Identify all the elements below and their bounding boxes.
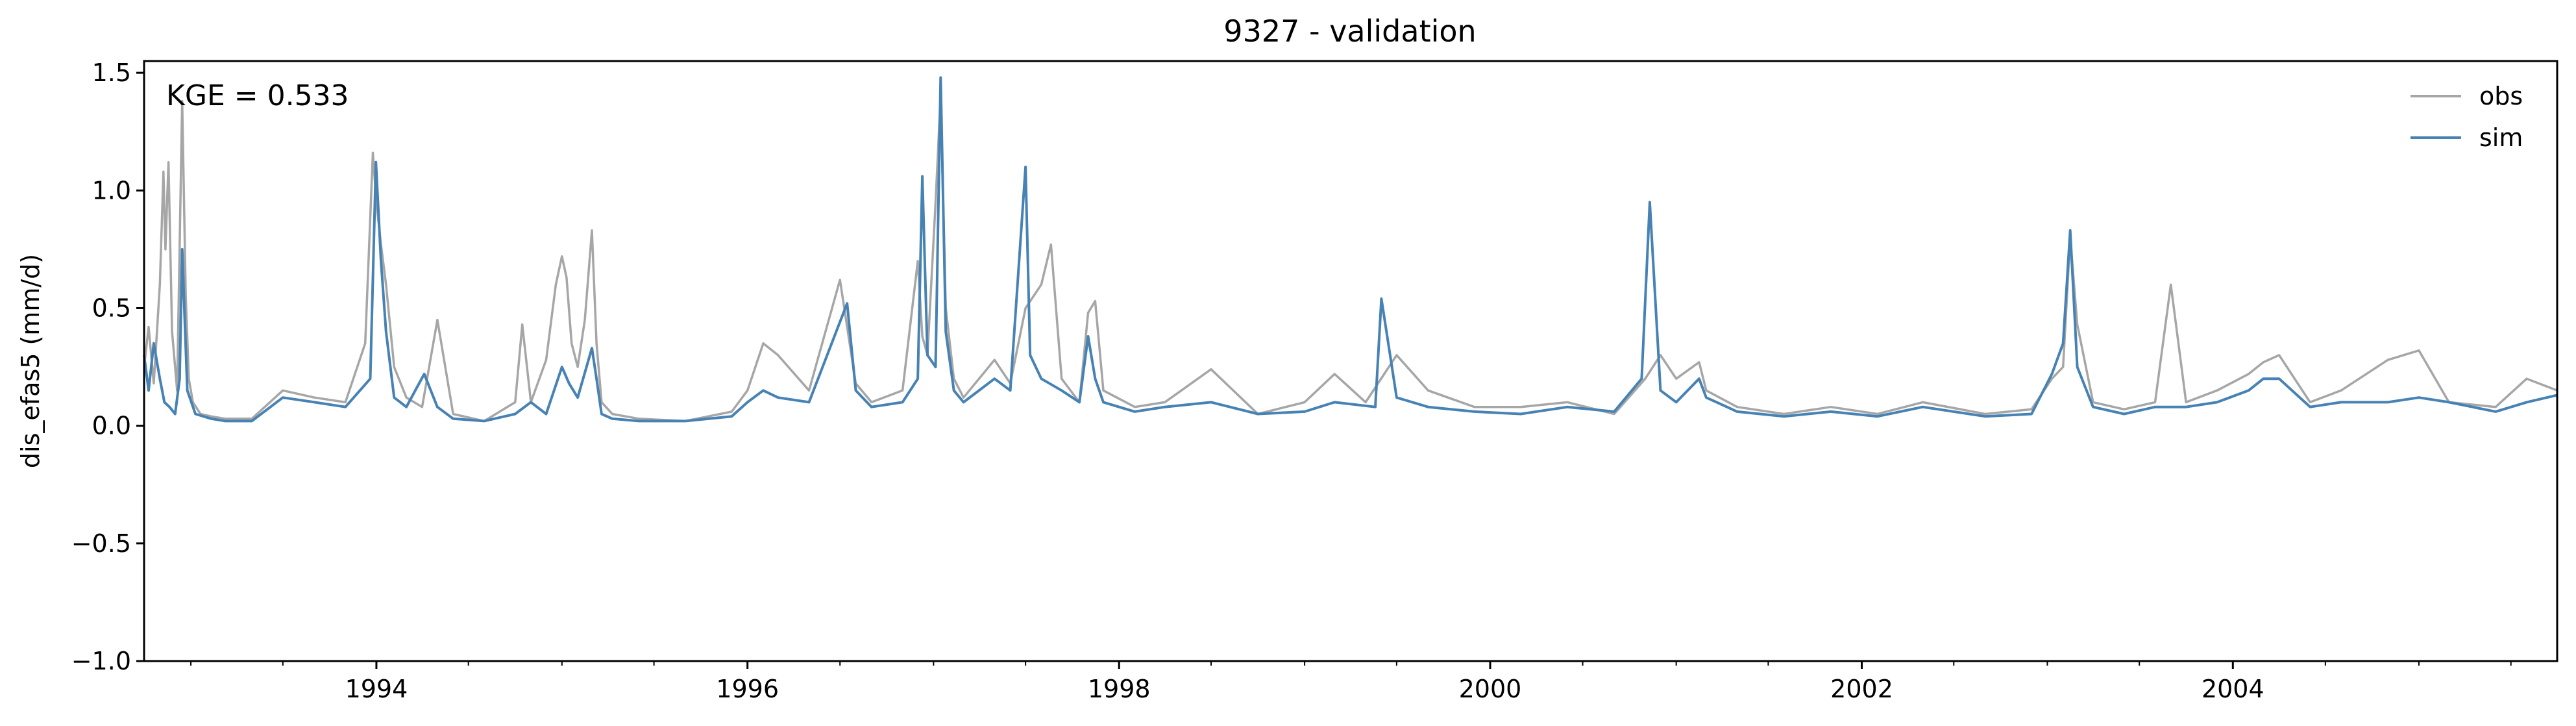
kge-annotation: KGE = 0.533 — [166, 79, 349, 112]
x-tick-label: 1996 — [716, 675, 779, 703]
y-tick-label: 0.5 — [92, 294, 131, 322]
y-tick-label: −0.5 — [71, 529, 131, 558]
x-tick-label: 1998 — [1088, 675, 1151, 703]
chart-title: 9327 - validation — [1223, 14, 1476, 49]
series-line-sim — [143, 76, 2558, 423]
y-axis: −1.0 −0.5 0.0 0.5 1.0 1.5 — [71, 58, 144, 675]
legend: obs sim — [2410, 82, 2523, 152]
x-tick-label: 2002 — [1830, 675, 1893, 703]
y-axis-label: dis_efas5 (mm/d) — [16, 254, 45, 468]
plot-area — [143, 76, 2558, 423]
series-layer — [143, 76, 2558, 423]
y-tick-label: 1.5 — [92, 58, 131, 87]
y-tick-label: 0.0 — [92, 412, 131, 440]
legend-label-obs: obs — [2479, 82, 2523, 110]
x-axis: 1994 1996 1998 2000 2002 2004 — [190, 661, 2512, 703]
y-tick-label: 1.0 — [92, 176, 131, 205]
plot-frame — [143, 60, 2558, 662]
y-tick-label: −1.0 — [71, 647, 131, 675]
x-tick-label: 2000 — [1459, 675, 1522, 703]
series-line-obs — [143, 95, 2558, 423]
legend-label-sim: sim — [2479, 123, 2523, 152]
x-tick-label: 1994 — [345, 675, 408, 703]
x-tick-label: 2004 — [2202, 675, 2264, 703]
